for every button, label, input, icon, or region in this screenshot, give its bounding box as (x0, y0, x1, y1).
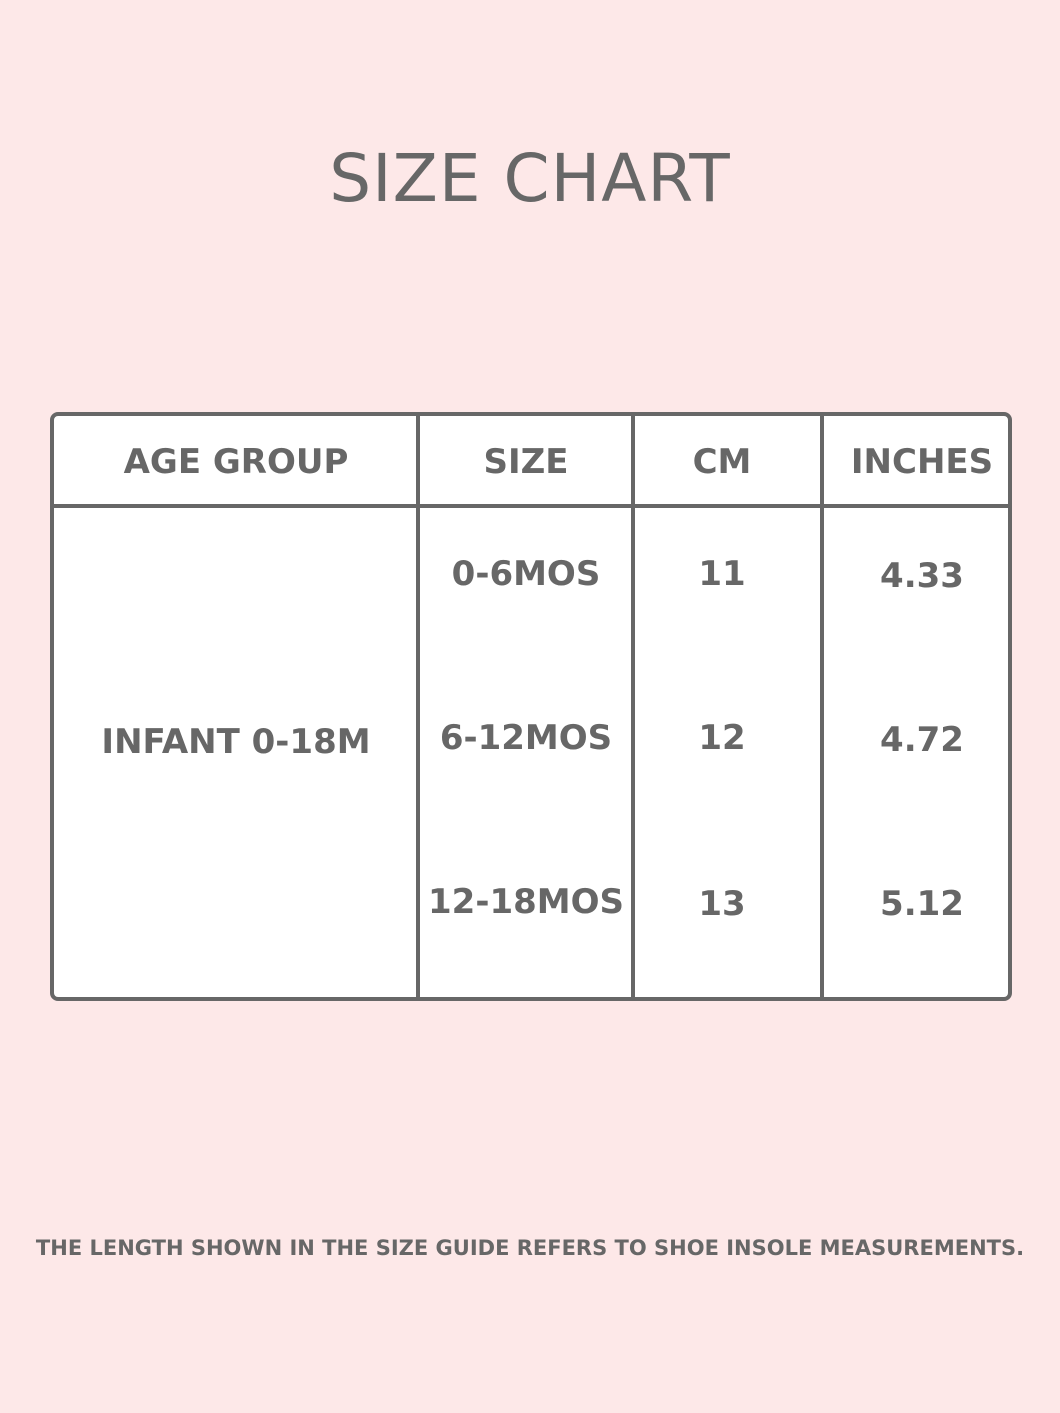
size: 6-12MOS (439, 718, 613, 758)
divider (54, 504, 1008, 508)
title: SIZE CHART (329, 140, 731, 217)
divider (416, 416, 420, 997)
age-group: INFANT 0-18M (101, 722, 371, 762)
size: 0-6MOS (451, 554, 601, 594)
divider (820, 416, 824, 997)
cm: 11 (698, 554, 746, 594)
cm: 12 (698, 718, 746, 758)
cm: 13 (698, 884, 746, 924)
inches: 4.33 (880, 556, 964, 596)
column-header: INCHES (850, 442, 994, 482)
size-table: AGE GROUP SIZE CM INCHES INFANT 0-18M 0-… (50, 412, 1012, 1001)
divider (631, 416, 635, 997)
size: 12-18MOS (428, 882, 624, 922)
column-header: AGE GROUP (123, 442, 349, 482)
column-header: CM (692, 442, 752, 482)
footnote: THE LENGTH SHOWN IN THE SIZE GUIDE REFER… (35, 1236, 1025, 1260)
column-header: SIZE (483, 442, 569, 482)
inches: 5.12 (880, 884, 964, 924)
inches: 4.72 (880, 720, 964, 760)
